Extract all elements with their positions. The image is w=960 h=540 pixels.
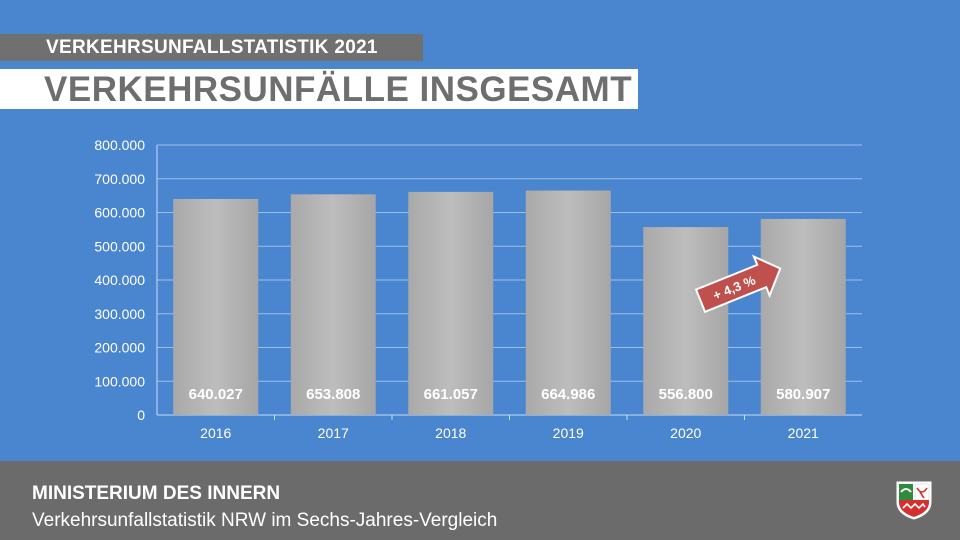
footer: MINISTERIUM DES INNERN Verkehrsunfallsta… (0, 461, 960, 540)
footer-subtitle: Verkehrsunfallstatistik NRW im Sechs-Jah… (32, 510, 498, 531)
bar (408, 191, 494, 415)
bar (525, 190, 611, 415)
chart-title: VERKEHRSUNFÄLLE INSGESAMT (0, 69, 638, 109)
x-tick-label: 2019 (553, 425, 584, 441)
y-tick-label: 200.000 (94, 340, 145, 356)
y-tick-label: 700.000 (94, 171, 145, 187)
bar (173, 198, 259, 415)
data-label: 556.800 (659, 386, 713, 403)
data-label: 653.808 (306, 386, 360, 403)
header-kicker: VERKEHRSUNFALLSTATISTIK 2021 (0, 34, 423, 61)
y-tick-label: 400.000 (94, 272, 145, 288)
bar (643, 227, 729, 415)
bar (760, 218, 846, 415)
y-tick-label: 500.000 (94, 238, 145, 254)
x-tick-label: 2020 (670, 425, 701, 441)
x-tick-label: 2016 (200, 425, 231, 441)
x-tick-label: 2017 (318, 425, 349, 441)
x-tick-label: 2018 (435, 425, 466, 441)
data-label: 661.057 (424, 386, 478, 403)
data-label: 640.027 (189, 386, 243, 403)
nrw-coat-of-arms-icon (896, 481, 932, 520)
y-tick-label: 300.000 (94, 306, 145, 322)
y-tick-label: 800.000 (94, 137, 145, 153)
y-tick-label: 0 (137, 407, 145, 423)
y-tick-label: 600.000 (94, 205, 145, 221)
bar (290, 194, 376, 415)
x-tick-label: 2021 (788, 425, 819, 441)
data-label: 664.986 (541, 386, 595, 403)
data-label: 580.907 (776, 386, 830, 403)
y-tick-label: 100.000 (94, 373, 145, 389)
ministry-name: MINISTERIUM DES INNERN (32, 483, 281, 504)
growth-arrow-shape (694, 254, 782, 314)
bar-chart: 0 100.000 200.000 300.000 400.000 500.000 600.… (94, 137, 862, 441)
